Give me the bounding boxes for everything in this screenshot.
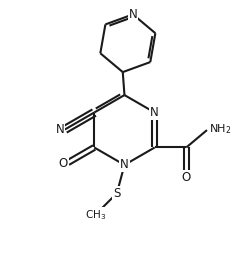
Text: CH$_3$: CH$_3$ (85, 208, 106, 222)
Text: O: O (182, 171, 191, 184)
Text: N: N (129, 8, 137, 21)
Text: O: O (59, 157, 68, 170)
Text: N: N (150, 106, 159, 119)
Text: S: S (113, 187, 121, 200)
Text: N: N (56, 123, 64, 136)
Text: NH$_2$: NH$_2$ (209, 122, 232, 136)
Text: N: N (120, 158, 129, 171)
